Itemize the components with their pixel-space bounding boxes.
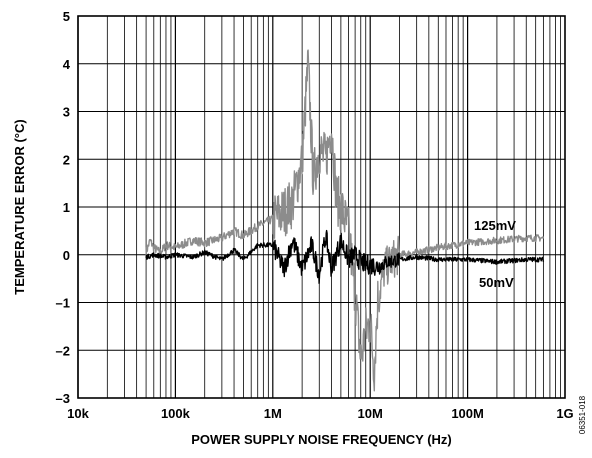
x-tick-label: 1G	[556, 406, 573, 421]
y-tick-label: 2	[63, 152, 70, 167]
figure-id: 06351-018	[578, 395, 587, 434]
y-tick-label: –2	[56, 343, 70, 358]
grid	[78, 16, 565, 398]
x-tick-labels: 10k 100k 1M 10M 100M 1G	[67, 406, 574, 421]
series-label-125mV: 125mV	[474, 218, 516, 233]
series-label-50mV: 50mV	[479, 275, 514, 290]
x-tick-label: 10M	[358, 406, 383, 421]
y-axis-label: TEMPERATURE ERROR (°C)	[12, 119, 27, 294]
x-tick-label: 1M	[264, 406, 282, 421]
y-tick-label: 4	[63, 57, 71, 72]
x-tick-label: 10k	[67, 406, 89, 421]
y-tick-label: 1	[63, 200, 70, 215]
x-axis-label: POWER SUPPLY NOISE FREQUENCY (Hz)	[191, 432, 452, 447]
y-tick-label: –1	[56, 296, 70, 311]
y-tick-label: 5	[63, 9, 70, 24]
x-tick-label: 100k	[161, 406, 191, 421]
y-tick-label: –3	[56, 391, 70, 406]
y-tick-label: 3	[63, 105, 70, 120]
series-labels: 125mV 50mV	[474, 218, 516, 290]
y-tick-label: 0	[63, 248, 70, 263]
x-tick-label: 100M	[451, 406, 484, 421]
y-tick-labels: –3 –2 –1 0 1 2 3 4 5	[56, 9, 71, 406]
